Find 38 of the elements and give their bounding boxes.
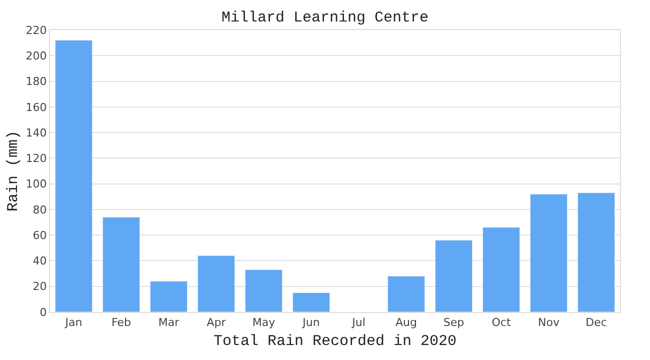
bar <box>102 216 140 312</box>
y-tick-label: 200 <box>26 49 47 62</box>
x-tick-label: Sep <box>443 316 464 330</box>
y-tick-label: 100 <box>26 178 47 191</box>
y-tick-label: 60 <box>32 228 47 242</box>
y-tick-label: 140 <box>26 126 47 140</box>
bar <box>54 40 93 312</box>
x-tick-label: Feb <box>112 316 131 330</box>
y-tick-label: 80 <box>32 203 47 216</box>
y-tick-label: 20 <box>32 280 47 294</box>
x-tick-label: Dec <box>586 316 607 330</box>
bar <box>530 194 568 312</box>
y-tick-label: 180 <box>26 75 47 88</box>
x-tick-label: Nov <box>538 316 560 330</box>
bar <box>197 255 236 312</box>
bar <box>434 240 473 312</box>
bar <box>482 227 520 312</box>
bar <box>292 292 330 312</box>
x-tick-label: May <box>252 316 276 330</box>
bar <box>577 192 616 312</box>
x-axis-title: Total Rain Recorded in 2020 <box>213 333 457 350</box>
x-tick-label: Apr <box>206 316 226 330</box>
chart-title: Millard Learning Centre <box>221 9 429 26</box>
x-tick-label: Jul <box>351 316 366 330</box>
y-tick-label: 220 <box>26 24 47 37</box>
y-tick-label: 120 <box>26 152 47 166</box>
x-tick-label: Jan <box>64 316 82 330</box>
bar <box>150 280 188 312</box>
x-tick-label: Jun <box>302 316 320 330</box>
y-axis-title: Rain (mm) <box>5 130 22 212</box>
x-tick-label: Mar <box>158 316 180 330</box>
x-tick-label: Aug <box>396 316 417 330</box>
y-tick-label: 40 <box>32 254 47 268</box>
y-tick-label: 160 <box>26 100 47 114</box>
y-tick-label: 0 <box>40 306 47 319</box>
bar <box>387 276 426 312</box>
x-tick-label: Oct <box>492 316 512 330</box>
bar <box>244 269 283 312</box>
